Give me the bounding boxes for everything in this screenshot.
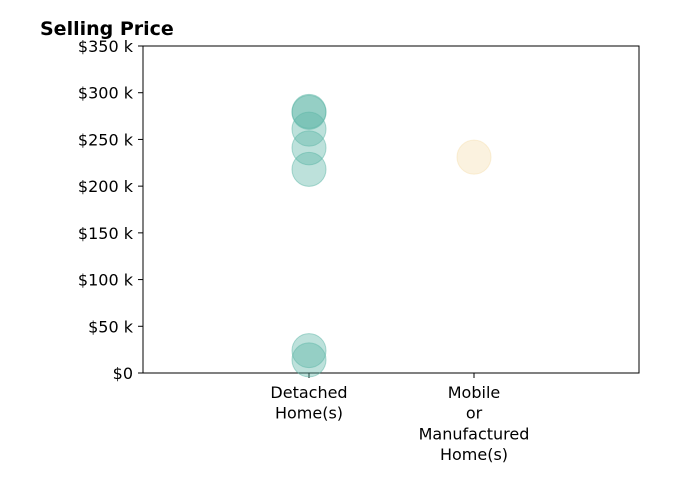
x-tick-label-mobile: Manufactured — [419, 424, 530, 443]
data-point-mobile — [456, 139, 492, 175]
y-tick-label: $150 k — [78, 224, 134, 243]
x-tick-label-detached: Home(s) — [275, 404, 343, 423]
data-point-detached — [291, 130, 327, 166]
y-tick-label: $300 k — [78, 84, 134, 103]
data-point-detached — [291, 342, 327, 378]
data-point-detached — [291, 111, 327, 147]
x-tick-label-detached: Detached — [270, 383, 347, 402]
y-axis: $0 $50 k $100 k $150 k $200 k $250 k $300 k $35… — [78, 37, 143, 383]
x-tick-label-mobile: Mobile — [448, 383, 500, 402]
x-tick-label-mobile: or — [466, 404, 483, 423]
data-point-detached — [291, 151, 327, 187]
y-tick-label: $250 k — [78, 130, 134, 149]
y-tick-label: $350 k — [78, 37, 134, 56]
data-point-detached — [291, 333, 327, 369]
y-tick-label: $0 — [113, 364, 133, 383]
y-tick-label: $100 k — [78, 271, 134, 290]
x-tick-label-mobile: Home(s) — [440, 445, 508, 464]
data-points — [291, 93, 492, 378]
plot-frame — [142, 45, 640, 374]
y-tick-label: $50 k — [88, 317, 134, 336]
y-tick-label: $200 k — [78, 177, 134, 196]
chart-title: Selling Price — [40, 18, 174, 40]
